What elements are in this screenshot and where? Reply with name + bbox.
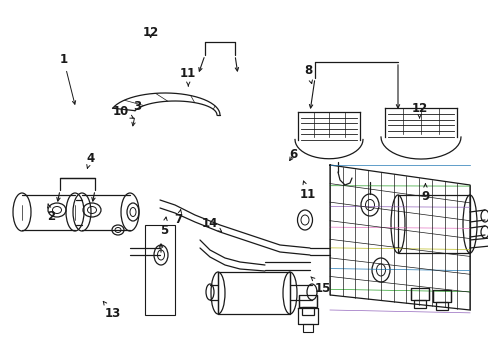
Text: 13: 13 (103, 301, 121, 320)
Text: 2: 2 (47, 204, 55, 222)
Text: 9: 9 (421, 184, 428, 203)
Bar (435, 302, 447, 310)
Bar (432, 290, 450, 302)
Bar (298, 295, 316, 307)
Bar (218, 272, 289, 314)
Bar (397, 195, 469, 253)
Text: 4: 4 (86, 152, 94, 168)
Bar (410, 288, 428, 300)
Bar (302, 307, 313, 315)
Text: 14: 14 (202, 217, 221, 231)
Text: 6: 6 (289, 148, 297, 161)
Bar (303, 324, 312, 332)
Bar (413, 300, 425, 308)
Text: 12: 12 (410, 102, 427, 118)
Text: 1: 1 (60, 53, 76, 104)
Text: 11: 11 (299, 181, 316, 201)
Text: 12: 12 (142, 26, 159, 39)
Text: 5: 5 (160, 217, 167, 237)
Text: 3: 3 (132, 100, 141, 126)
Bar (145, 225, 175, 315)
Text: 11: 11 (180, 67, 196, 86)
Text: 10: 10 (113, 105, 133, 118)
Text: 15: 15 (310, 277, 330, 294)
Text: 7: 7 (174, 210, 182, 226)
Text: 8: 8 (304, 64, 312, 84)
